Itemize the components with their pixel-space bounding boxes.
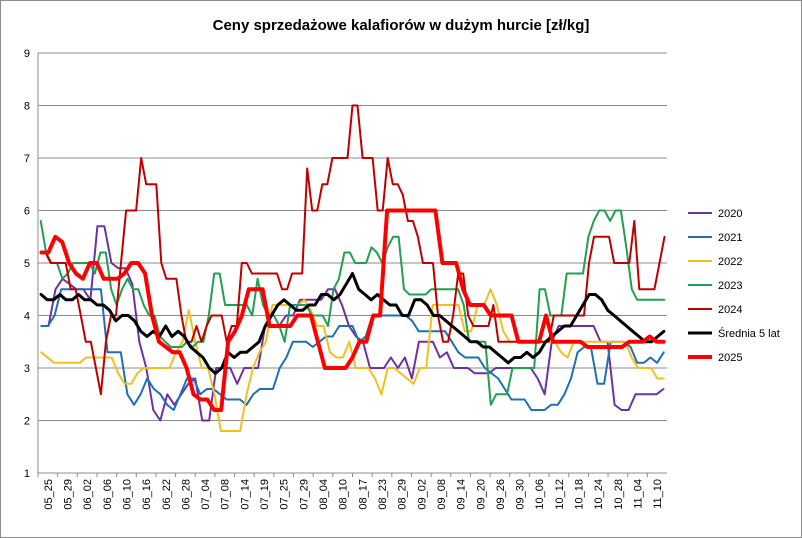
series-line-2025 (39, 208, 666, 412)
x-tick-label: 10_24 (593, 479, 605, 510)
series-line--rednia-5-lat (39, 272, 666, 375)
y-tick-label: 5 (24, 258, 30, 270)
x-tick-label: 09_26 (495, 479, 507, 510)
series-line-2024 (39, 104, 666, 396)
y-tick-label: 6 (24, 206, 30, 218)
x-tick-label: 05_29 (62, 479, 74, 510)
x-tick-label: 07_29 (298, 479, 310, 510)
x-tick-label: 06_16 (141, 479, 153, 510)
legend-entry: 2023 (718, 280, 742, 292)
x-tick-label: 10_06 (534, 479, 546, 510)
x-tick-label: 10_18 (574, 479, 586, 510)
x-tick-label: 10_28 (613, 479, 625, 510)
series-line-2020 (40, 225, 665, 422)
x-tick-label: 09_30 (515, 479, 527, 510)
x-tick-label: 08_23 (377, 479, 389, 510)
x-tick-label: 06_02 (82, 479, 94, 510)
legend-entry: 2025 (718, 352, 742, 364)
y-tick-label: 7 (24, 153, 30, 165)
legend-entry: 2022 (718, 256, 742, 268)
y-tick-label: 4 (24, 311, 30, 323)
y-tick-label: 1 (24, 468, 30, 480)
x-tick-label: 07_04 (200, 479, 212, 510)
x-tick-label: 07_25 (279, 479, 291, 510)
x-tick-label: 08_04 (318, 479, 330, 510)
x-tick-label: 07_08 (220, 479, 232, 510)
x-tick-label: 08_10 (338, 479, 350, 510)
y-tick-label: 2 (24, 416, 30, 428)
y-tick-label: 9 (24, 48, 30, 60)
y-tick-label: 3 (24, 363, 30, 375)
x-tick-label: 09_20 (475, 479, 487, 510)
x-tick-label: 06_28 (180, 479, 192, 510)
x-tick-label: 08_17 (357, 479, 369, 510)
x-tick-label: 08_29 (397, 479, 409, 510)
x-tick-label: 11_04 (633, 479, 645, 509)
legend-entry: 2021 (718, 232, 742, 244)
chart-title: Ceny sprzedażowe kalafiorów w dużym hurc… (212, 17, 590, 34)
x-tick-label: 09_08 (436, 479, 448, 510)
x-tick-label: 06_06 (102, 479, 114, 510)
x-tick-label: 07_14 (239, 479, 251, 510)
x-tick-label: 06_10 (121, 479, 133, 510)
legend-entry: 2020 (718, 208, 742, 220)
legend-entry: Średnia 5 lat (718, 327, 780, 340)
series-line-2021 (40, 288, 665, 411)
x-tick-label: 09_14 (456, 479, 468, 510)
legend-entry: 2024 (718, 304, 742, 316)
x-tick-label: 10_12 (554, 479, 566, 510)
x-tick-label: 11_10 (652, 479, 664, 509)
x-tick-label: 06_22 (161, 479, 173, 510)
x-tick-label: 05_25 (43, 479, 55, 510)
y-tick-label: 8 (24, 101, 30, 113)
x-tick-label: 09_02 (416, 479, 428, 510)
x-tick-label: 07_19 (259, 479, 271, 510)
